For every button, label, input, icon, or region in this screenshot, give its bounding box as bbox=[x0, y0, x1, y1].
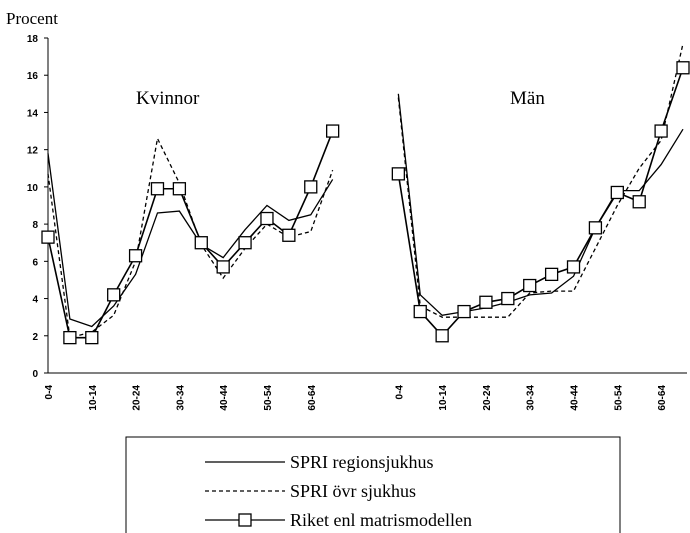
y-tick-label: 16 bbox=[27, 71, 39, 82]
legend-label: SPRI övr sjukhus bbox=[290, 481, 416, 501]
y-tick-label: 18 bbox=[27, 34, 39, 45]
marker bbox=[566, 260, 581, 274]
x-tick-label: 40-44 bbox=[570, 385, 581, 411]
y-tick-label: 8 bbox=[32, 220, 38, 231]
marker bbox=[457, 304, 471, 319]
y-tick-label: 12 bbox=[27, 146, 39, 157]
marker bbox=[63, 330, 77, 345]
x-tick-label: 40-44 bbox=[219, 385, 230, 411]
x-tick-label: 0-4 bbox=[394, 385, 405, 400]
marker bbox=[654, 124, 668, 138]
marker bbox=[304, 180, 318, 194]
marker bbox=[85, 330, 99, 345]
marker bbox=[632, 195, 646, 209]
legend-label: Riket enl matrismodellen bbox=[290, 510, 472, 530]
x-tick-label: 50-54 bbox=[263, 385, 274, 411]
marker bbox=[326, 124, 340, 138]
panel-label: Kvinnor bbox=[136, 88, 200, 109]
marker bbox=[128, 249, 143, 263]
x-tick-label: 20-24 bbox=[132, 385, 143, 411]
panel-label: Män bbox=[510, 88, 545, 109]
legend-label: SPRI regionsjukhus bbox=[290, 452, 434, 472]
marker bbox=[435, 329, 449, 343]
y-tick-label: 6 bbox=[32, 257, 38, 268]
marker bbox=[523, 278, 537, 293]
marker bbox=[150, 182, 165, 196]
marker bbox=[194, 236, 208, 250]
y-tick-label: 0 bbox=[32, 369, 38, 380]
x-tick-label: 60-64 bbox=[657, 385, 668, 411]
marker bbox=[282, 228, 296, 242]
marker bbox=[676, 61, 690, 75]
x-tick-label: 20-24 bbox=[482, 385, 493, 411]
marker bbox=[41, 230, 55, 244]
y-tick-label: 14 bbox=[27, 108, 39, 119]
marker bbox=[544, 267, 559, 282]
x-tick-label: 30-34 bbox=[175, 385, 186, 411]
y-axis-label: Procent bbox=[6, 9, 58, 28]
marker bbox=[501, 291, 515, 306]
y-tick-label: 4 bbox=[32, 295, 38, 306]
x-tick-label: 0-4 bbox=[44, 385, 55, 400]
marker bbox=[260, 211, 274, 226]
x-tick-label: 10-14 bbox=[88, 385, 99, 411]
x-tick-label: 50-54 bbox=[613, 385, 624, 411]
marker bbox=[610, 185, 624, 200]
x-tick-label: 60-64 bbox=[307, 385, 318, 411]
x-tick-label: 10-14 bbox=[438, 385, 449, 411]
marker bbox=[172, 182, 187, 196]
legend-box bbox=[125, 436, 621, 533]
marker bbox=[588, 221, 603, 235]
marker bbox=[238, 236, 252, 250]
legend-marker bbox=[238, 513, 252, 527]
series-line bbox=[47, 93, 684, 328]
x-tick-label: 30-34 bbox=[526, 385, 537, 411]
marker bbox=[391, 167, 405, 181]
marker bbox=[479, 295, 493, 309]
marker bbox=[216, 260, 230, 274]
y-tick-label: 2 bbox=[32, 332, 38, 343]
marker bbox=[413, 304, 427, 319]
y-tick-label: 10 bbox=[27, 183, 39, 194]
marker bbox=[107, 288, 121, 302]
